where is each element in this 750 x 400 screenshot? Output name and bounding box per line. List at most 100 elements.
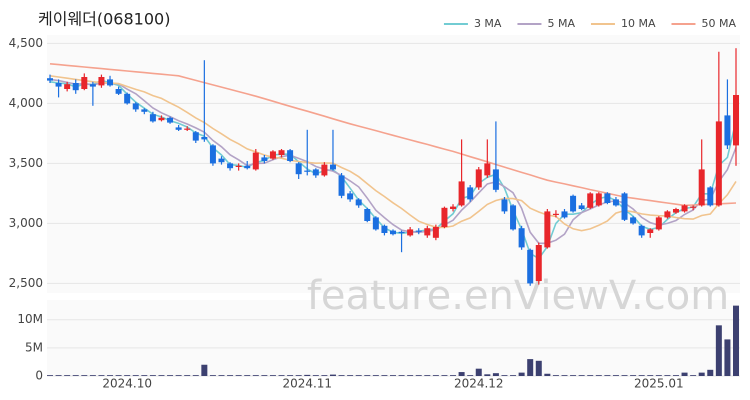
volume-bar	[132, 375, 139, 376]
y-tick-label: 5M	[25, 340, 43, 354]
candle-body	[510, 205, 517, 230]
volume-bar	[458, 372, 465, 376]
volume-bar	[209, 375, 216, 376]
volume-bar	[415, 375, 422, 376]
candle-body	[149, 114, 156, 122]
volume-bar	[595, 375, 602, 376]
x-tick-label: 2025.01	[634, 377, 684, 391]
volume-bar	[244, 375, 251, 376]
candle-body	[227, 163, 234, 169]
volume-bar	[690, 375, 697, 376]
candle-body	[72, 83, 79, 91]
candle-body	[527, 249, 534, 284]
volume-bar	[312, 375, 319, 376]
volume-bar	[647, 375, 654, 376]
candle-body	[235, 165, 242, 167]
candle-body	[158, 117, 165, 121]
candle-body	[458, 181, 465, 206]
volume-bar	[510, 375, 517, 376]
candle-body	[390, 230, 396, 235]
volume-bar	[115, 375, 122, 376]
candle-body	[518, 228, 525, 248]
candle-body	[175, 127, 182, 130]
panel-background	[47, 35, 740, 293]
candle-body	[347, 193, 354, 200]
candle-body	[107, 79, 114, 86]
volume-bar	[518, 372, 525, 376]
x-tick-label: 2024.12	[454, 377, 504, 391]
volume-bar	[527, 359, 534, 376]
candle-body	[424, 228, 431, 236]
candle-body	[672, 209, 679, 213]
volume-bar	[227, 375, 234, 376]
volume-bar	[715, 325, 722, 376]
candle-body	[89, 84, 96, 87]
volume-bar	[544, 373, 551, 376]
candle-body	[587, 193, 594, 208]
volume-bar	[149, 375, 156, 376]
candle-body	[690, 206, 697, 208]
volume-bar	[561, 375, 568, 376]
volume-bar	[167, 375, 174, 376]
candle-body	[115, 89, 122, 94]
volume-bar	[707, 369, 714, 376]
volume-bar	[81, 375, 88, 376]
candle-body	[47, 78, 53, 81]
candle-body	[492, 169, 499, 190]
volume-bar	[398, 375, 405, 376]
candle-body	[398, 231, 405, 233]
volume-bar	[724, 339, 731, 376]
y-tick-label: 2,500	[9, 276, 43, 290]
candle-body	[552, 213, 559, 215]
x-tick-label: 2024.11	[282, 377, 332, 391]
candle-body	[595, 193, 602, 206]
volume-bar	[424, 375, 431, 376]
volume-bar	[287, 375, 294, 376]
volume-bar	[475, 368, 482, 376]
volume-bar	[450, 375, 457, 376]
volume-bar	[55, 375, 62, 376]
candle-body	[698, 169, 705, 206]
candle-body	[355, 199, 362, 206]
volume-bar	[278, 375, 285, 376]
candle-body	[287, 150, 294, 161]
candle-body	[621, 193, 628, 220]
volume-bar	[124, 375, 131, 376]
candle-body	[612, 199, 619, 206]
candle-body	[55, 83, 62, 87]
volume-bar	[552, 375, 559, 376]
volume-bar	[535, 360, 542, 376]
candle-body	[201, 137, 208, 140]
candle-body	[715, 121, 722, 206]
volume-bar	[304, 374, 311, 376]
candle-body	[544, 211, 551, 248]
volume-bar	[698, 372, 705, 376]
volume-bar	[578, 375, 585, 376]
volume-bar	[252, 375, 259, 376]
candle-body	[132, 103, 139, 110]
candle-body	[450, 206, 457, 209]
volume-bar	[235, 375, 242, 376]
candle-body	[724, 115, 731, 146]
candle-body	[261, 157, 268, 161]
candle-body	[304, 170, 311, 172]
volume-bar	[47, 375, 53, 376]
volume-bar	[72, 375, 79, 376]
candle-body	[312, 169, 319, 176]
candle-body	[124, 93, 131, 104]
volume-bar	[89, 375, 96, 376]
candle-body	[218, 158, 225, 163]
volume-bar	[192, 375, 199, 376]
volume-bar	[355, 375, 362, 376]
volume-bar	[64, 375, 71, 376]
candle-body	[252, 152, 259, 170]
candle-body	[184, 128, 191, 130]
volume-bar	[733, 305, 739, 376]
volume-bar	[329, 374, 336, 376]
volume-bar	[612, 375, 619, 376]
candle-body	[638, 225, 645, 236]
x-tick-label: 2024.10	[102, 377, 152, 391]
volume-bar	[570, 375, 577, 376]
candle-body	[570, 195, 577, 212]
